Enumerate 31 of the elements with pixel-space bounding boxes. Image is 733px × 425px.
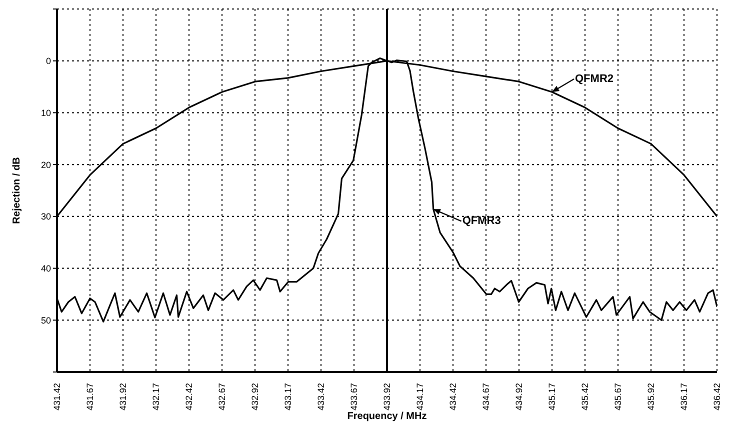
x-tick-label: 434.92: [514, 383, 524, 411]
x-tick-label: 433.17: [283, 383, 293, 411]
x-tick-label: 436.17: [679, 383, 689, 411]
x-axis-title: Frequency / MHz: [347, 411, 427, 422]
x-tick-label: 435.42: [580, 383, 590, 411]
y-tick-label: 20: [40, 160, 51, 170]
x-tick-label: 434.67: [481, 383, 491, 411]
y-axis-title: Rejection / dB: [12, 157, 23, 224]
y-tick-label: 50: [40, 315, 51, 326]
x-tick-label: 434.17: [415, 383, 425, 411]
x-tick-label: 431.42: [52, 383, 62, 411]
legend-label: QFMR3: [462, 215, 501, 228]
x-tick-label: 435.17: [547, 383, 557, 411]
x-tick-label: 432.17: [151, 383, 161, 411]
x-tick-label: 432.42: [184, 383, 194, 411]
x-tick-label: 433.42: [316, 383, 326, 411]
x-tick-label: 432.92: [250, 383, 260, 411]
x-tick-label: 436.42: [712, 383, 722, 411]
x-tick-label: 432.67: [217, 383, 227, 411]
x-tick-label: 433.92: [382, 383, 392, 411]
y-tick-label: 30: [40, 212, 51, 222]
x-tick-label: 433.67: [349, 383, 359, 411]
legend-label: QFMR2: [575, 72, 614, 85]
x-tick-label: 434.42: [448, 383, 458, 411]
y-tick-label: 10: [40, 108, 51, 118]
x-tick-label: 431.92: [118, 383, 128, 411]
x-tick-label: 435.92: [646, 383, 656, 411]
x-tick-label: 435.67: [613, 383, 623, 411]
y-tick-label: 40: [40, 263, 51, 274]
x-tick-label: 431.67: [85, 383, 95, 411]
y-tick-label: 0: [46, 56, 51, 66]
